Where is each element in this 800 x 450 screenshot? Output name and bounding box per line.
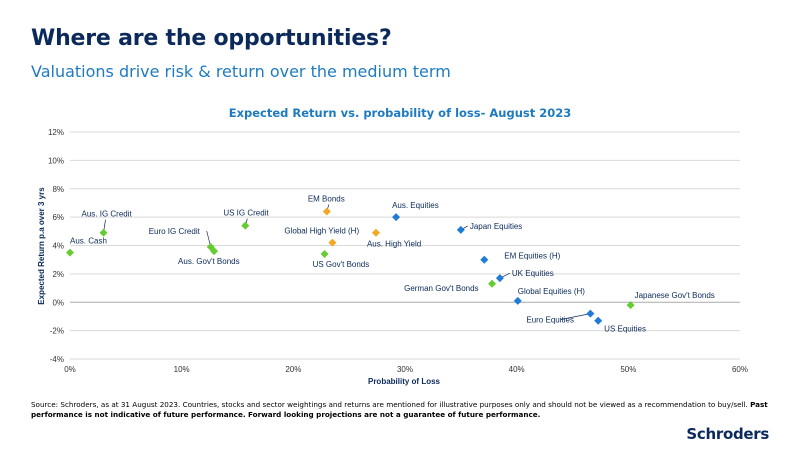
data-label: Aus. High Yield [367,240,421,249]
data-point [322,207,331,216]
data-label: Global Equities (H) [518,287,585,296]
data-point [495,274,504,283]
data-label: Aus. IG Credit [82,210,133,219]
data-label: US Gov't Bonds [313,260,370,269]
x-tick-label: 30% [397,365,413,374]
data-point [328,238,337,247]
data-points [66,207,635,325]
x-tick-label: 20% [285,365,301,374]
data-label: Euro Equities [526,316,574,325]
data-point [586,309,595,318]
data-label: EM Bonds [308,194,345,203]
data-point [210,247,219,256]
x-tick-label: 0% [64,365,76,374]
data-labels: Aus. Cash Aus. IG Credit Euro IG Credit Aus… [70,194,715,333]
data-label: US IG Credit [223,209,269,218]
y-tick-label: 0% [52,298,64,307]
footnote-disclaimer: Past performance is not indicative of fu… [31,400,768,419]
y-tick-label: 12% [48,128,64,137]
footnote-source: Source: Schroders, as at 31 August 2023.… [31,400,751,409]
y-tick-label: -4% [50,355,64,364]
data-point [66,248,74,257]
schroders-logo: Schroders [686,425,769,443]
x-axis-ticks: 0% 10% 20% 30% 40% 50% 60% [64,365,748,374]
scatter-chart: 12% 10% 8% 6% 4% 2% 0% -2% -4% 0% 10% 20% 30% 40% 50%… [37,128,748,386]
data-label: Aus. Cash [70,237,107,246]
page-subtitle: Valuations drive risk & return over the … [31,62,451,81]
data-point [594,316,603,325]
data-point [320,250,329,259]
data-label: Global High Yield (H) [284,227,359,236]
data-label: Euro IG Credit [149,227,201,236]
data-label: Aus. Equities [392,201,439,210]
data-label: Aus. Gov't Bonds [178,257,240,266]
data-label: Japanese Gov't Bonds [635,291,715,300]
data-point [626,301,635,310]
data-label: US Equities [604,325,646,334]
data-point [392,213,401,222]
data-label: Japan Equities [470,222,522,231]
y-axis-ticks: 12% 10% 8% 6% 4% 2% 0% -2% -4% [48,128,64,364]
data-point [241,221,250,230]
x-axis-label: Probability of Loss [368,377,441,386]
y-axis-label: Expected Return p.a over 3 yrs [37,187,46,305]
x-tick-label: 50% [620,365,636,374]
data-point [456,225,465,234]
data-point [488,279,497,288]
chart-title: Expected Return vs. probability of loss-… [228,106,572,120]
data-point [513,296,522,305]
leader-line [560,313,591,320]
page-title: Where are the opportunities? [31,26,392,51]
data-label: German Gov't Bonds [404,284,478,293]
y-tick-label: 8% [52,185,64,194]
x-tick-label: 10% [174,365,190,374]
footnote: Source: Schroders, as at 31 August 2023.… [31,400,781,420]
data-label: UK Equities [512,269,554,278]
y-tick-label: 6% [52,213,64,222]
gridlines [70,131,740,360]
y-tick-label: -2% [50,327,64,336]
data-point [371,228,380,237]
data-point [480,255,489,264]
y-tick-label: 2% [52,270,64,279]
x-tick-label: 40% [509,365,525,374]
y-tick-label: 10% [48,156,64,165]
data-point [99,228,108,237]
data-label: EM Equities (H) [504,252,560,261]
y-tick-label: 4% [52,242,64,251]
x-tick-label: 60% [732,365,748,374]
